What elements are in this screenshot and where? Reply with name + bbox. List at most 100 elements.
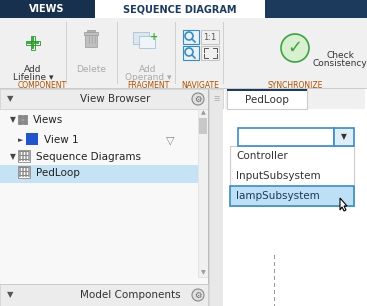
- Bar: [334, 128, 354, 146]
- Text: Check: Check: [326, 50, 354, 59]
- Bar: [22, 151, 24, 161]
- Bar: [31, 36, 35, 50]
- Bar: [238, 128, 334, 146]
- Circle shape: [192, 289, 204, 301]
- Bar: [0, 165, 198, 183]
- Bar: [84, 32, 98, 35]
- Bar: [0, 89, 208, 306]
- Bar: [274, 276, 275, 280]
- Text: ▽: ▽: [166, 135, 174, 145]
- Text: Operand ▾: Operand ▾: [125, 73, 171, 81]
- Bar: [19, 151, 29, 152]
- Text: View 1: View 1: [44, 135, 79, 145]
- Bar: [201, 46, 219, 60]
- Text: lampSubsystem: lampSubsystem: [236, 191, 320, 201]
- Bar: [95, 0, 265, 18]
- Text: FRAGMENT: FRAGMENT: [127, 80, 169, 89]
- Bar: [0, 284, 208, 306]
- Bar: [274, 255, 275, 259]
- Text: Add: Add: [139, 65, 157, 74]
- Bar: [25, 151, 27, 161]
- Bar: [274, 290, 275, 294]
- Text: Controller: Controller: [236, 151, 288, 161]
- Circle shape: [281, 34, 309, 62]
- Bar: [227, 89, 307, 109]
- Bar: [85, 33, 97, 47]
- Bar: [22, 167, 24, 177]
- Bar: [26, 41, 40, 45]
- Bar: [265, 0, 367, 18]
- Bar: [133, 32, 149, 44]
- Text: Add: Add: [24, 65, 42, 74]
- Bar: [199, 118, 207, 134]
- Bar: [18, 150, 30, 162]
- Bar: [225, 89, 365, 109]
- Bar: [0, 0, 95, 18]
- Text: +: +: [150, 32, 158, 42]
- Bar: [0, 18, 367, 88]
- Text: Delete: Delete: [76, 65, 106, 74]
- Text: Views: Views: [33, 115, 63, 125]
- Bar: [19, 155, 29, 156]
- Bar: [208, 89, 209, 306]
- Bar: [92, 35, 93, 44]
- Bar: [223, 22, 224, 84]
- Text: VIEWS: VIEWS: [29, 4, 65, 14]
- Bar: [32, 37, 34, 49]
- Bar: [87, 30, 95, 33]
- Bar: [274, 304, 275, 306]
- Bar: [183, 30, 199, 44]
- Bar: [227, 89, 307, 91]
- Polygon shape: [340, 198, 347, 211]
- Text: PedLoop: PedLoop: [36, 168, 80, 178]
- Bar: [26, 133, 38, 145]
- Bar: [89, 35, 90, 44]
- Bar: [25, 167, 27, 177]
- Text: SEQUENCE DIAGRAM: SEQUENCE DIAGRAM: [123, 4, 237, 14]
- Bar: [274, 297, 275, 301]
- Text: ▼: ▼: [10, 115, 16, 125]
- Text: ▲: ▲: [201, 110, 206, 115]
- Text: ✓: ✓: [287, 39, 302, 57]
- Bar: [201, 30, 219, 44]
- Text: ▼: ▼: [7, 290, 14, 300]
- Text: ⚙: ⚙: [194, 290, 202, 300]
- Bar: [28, 167, 30, 177]
- Text: ▼: ▼: [7, 95, 14, 103]
- Bar: [28, 151, 30, 161]
- Text: COMPONENT: COMPONENT: [18, 80, 66, 89]
- Text: Lifeline ▾: Lifeline ▾: [13, 73, 53, 81]
- Bar: [139, 36, 155, 48]
- Text: SYNCHRONIZE: SYNCHRONIZE: [267, 80, 323, 89]
- Text: Consistency: Consistency: [313, 58, 367, 68]
- Bar: [117, 22, 118, 84]
- Text: ▼: ▼: [341, 132, 347, 141]
- Bar: [66, 22, 67, 84]
- Bar: [19, 159, 29, 160]
- Bar: [175, 22, 176, 84]
- Text: Sequence Diagrams: Sequence Diagrams: [36, 152, 141, 162]
- Bar: [23, 120, 27, 124]
- Bar: [19, 151, 21, 161]
- Text: ▼: ▼: [10, 152, 16, 162]
- Bar: [18, 115, 22, 119]
- Text: Model Components: Model Components: [80, 290, 181, 300]
- Text: View Browser: View Browser: [80, 94, 150, 104]
- Text: ►: ►: [18, 137, 23, 143]
- Circle shape: [192, 93, 204, 105]
- Bar: [0, 284, 208, 285]
- Bar: [19, 167, 21, 177]
- Bar: [230, 146, 354, 206]
- Bar: [183, 46, 199, 60]
- Bar: [95, 35, 96, 44]
- Bar: [223, 109, 366, 306]
- Bar: [0, 88, 367, 89]
- Text: NAVIGATE: NAVIGATE: [181, 80, 219, 89]
- Text: 1:1: 1:1: [203, 32, 217, 42]
- Bar: [209, 89, 367, 306]
- Bar: [23, 115, 27, 119]
- Bar: [274, 283, 275, 287]
- Bar: [230, 186, 354, 206]
- Bar: [198, 109, 208, 277]
- Bar: [18, 166, 30, 178]
